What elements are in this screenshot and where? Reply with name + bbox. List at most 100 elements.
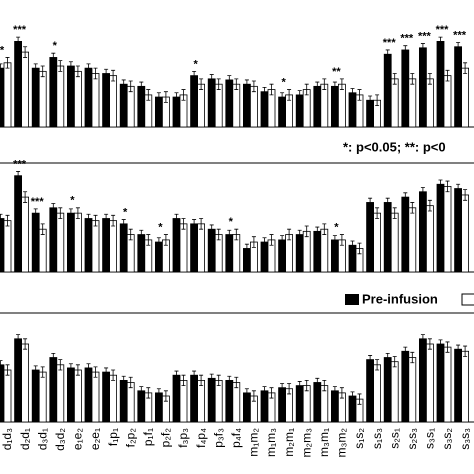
- error-bar: [40, 366, 45, 378]
- bar: [137, 234, 146, 273]
- error-bar: [420, 334, 425, 344]
- error-bar: [86, 363, 91, 373]
- error-bar: [385, 197, 390, 208]
- error-bar: [234, 78, 239, 90]
- error-bar: [251, 390, 256, 402]
- bar: [74, 70, 82, 128]
- error-bar: [5, 364, 10, 376]
- error-bar: [403, 192, 408, 202]
- bar: [21, 51, 30, 128]
- error-bar: [438, 36, 443, 47]
- bar: [126, 382, 135, 423]
- x-tick-label: m₂m₃: [299, 428, 313, 458]
- error-bar: [93, 214, 98, 227]
- bar: [373, 212, 382, 273]
- bar: [260, 91, 269, 128]
- error-bar: [227, 229, 232, 240]
- error-bar: [297, 381, 302, 391]
- error-bar: [68, 208, 73, 218]
- bar: [330, 239, 339, 273]
- error-bar: [209, 224, 214, 234]
- legend-swatch: [461, 293, 474, 306]
- bar: [137, 390, 146, 423]
- error-bar: [410, 351, 415, 364]
- error-bar: [33, 208, 38, 218]
- error-bar: [58, 207, 63, 219]
- bar: [418, 191, 427, 273]
- error-bar: [375, 94, 380, 106]
- error-bar: [174, 92, 179, 102]
- error-bar: [385, 352, 390, 363]
- error-bar: [287, 383, 292, 395]
- bar: [109, 374, 117, 423]
- bar: [401, 196, 410, 273]
- error-bar: [139, 229, 144, 240]
- error-bar: [93, 366, 98, 378]
- error-bar: [322, 223, 327, 235]
- error-bar: [51, 52, 56, 63]
- bar: [102, 218, 110, 273]
- bar: [56, 65, 65, 128]
- bar: [454, 188, 463, 273]
- error-bar: [297, 229, 302, 240]
- error-bar: [251, 236, 256, 248]
- error-bar: [438, 179, 443, 189]
- bar: [91, 371, 100, 423]
- error-bar: [392, 73, 397, 85]
- error-bar: [227, 75, 232, 85]
- bar: [84, 67, 93, 128]
- error-bar: [128, 80, 133, 93]
- error-bar: [339, 78, 344, 90]
- bar: [119, 83, 128, 128]
- error-bar: [139, 386, 144, 396]
- x-tick-label: e₁e₂: [71, 428, 85, 450]
- error-bar: [368, 355, 373, 365]
- bar: [390, 361, 399, 423]
- bar: [0, 364, 5, 423]
- x-tick-label: p₂f₂: [159, 428, 173, 448]
- error-bar: [139, 81, 144, 92]
- error-bar: [375, 207, 380, 219]
- error-bar: [315, 377, 320, 388]
- error-bar: [181, 89, 186, 101]
- bar: [373, 364, 382, 423]
- bar: [214, 379, 223, 423]
- bar: [109, 220, 117, 273]
- error-bar: [192, 219, 197, 229]
- significance-mark: *: [53, 40, 58, 52]
- bar: [49, 357, 58, 423]
- significance-mark: ***: [400, 33, 414, 45]
- bar: [408, 357, 417, 423]
- error-bar: [332, 235, 337, 245]
- bar: [172, 218, 181, 273]
- error-bar: [357, 242, 362, 255]
- bar: [14, 41, 23, 128]
- bar: [408, 78, 417, 128]
- error-bar: [269, 83, 274, 96]
- error-bar: [280, 92, 285, 102]
- bar: [109, 75, 117, 128]
- bar: [119, 223, 128, 273]
- x-tick-label: s₂s₃: [405, 428, 419, 450]
- bar: [436, 183, 445, 273]
- error-bar: [297, 90, 302, 100]
- significance-mark: ***: [383, 37, 397, 49]
- error-bar: [216, 374, 221, 386]
- x-tick-label: s₂s₁: [387, 428, 401, 449]
- error-bar: [463, 189, 468, 201]
- bar: [197, 379, 206, 423]
- error-bar: [68, 61, 73, 71]
- error-bar: [456, 344, 461, 354]
- error-bar: [410, 73, 415, 85]
- x-tick-label: p₁f₁: [141, 428, 155, 446]
- error-bar: [445, 180, 450, 193]
- bar: [313, 85, 322, 128]
- error-bar: [111, 69, 116, 82]
- error-bar: [392, 207, 397, 219]
- bar: [38, 371, 47, 423]
- bar: [461, 67, 470, 128]
- error-bar: [332, 81, 337, 92]
- legend-swatch: [345, 294, 359, 305]
- bar: [102, 73, 110, 128]
